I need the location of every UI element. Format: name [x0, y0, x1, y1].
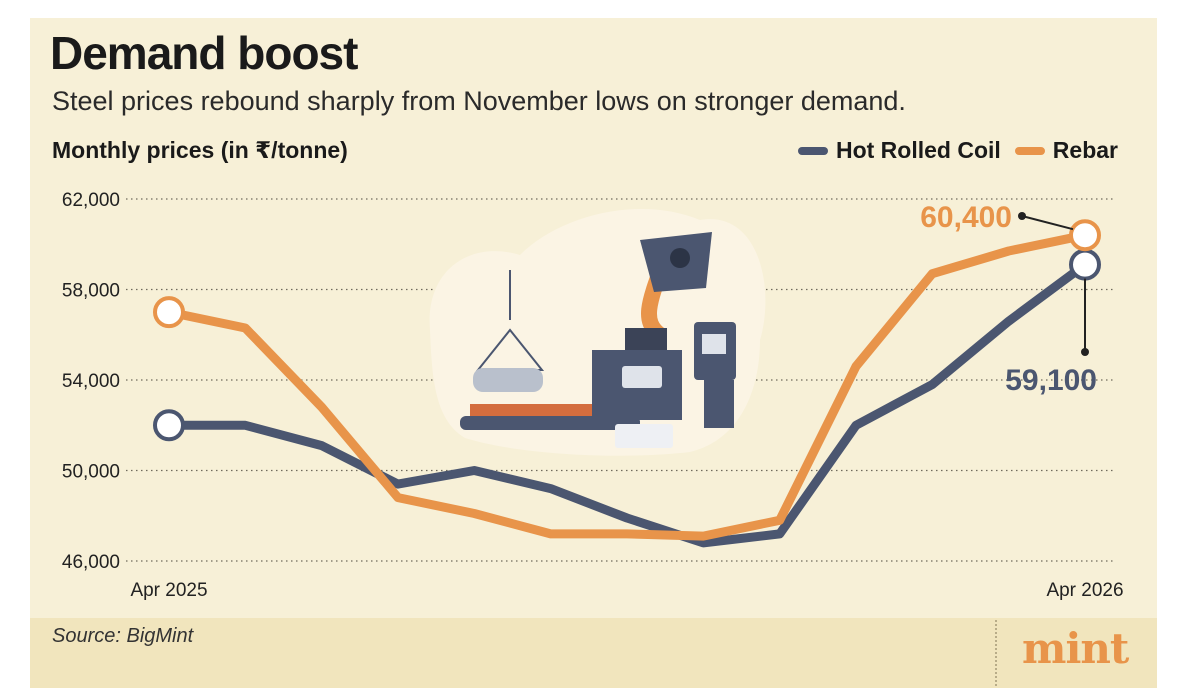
legend: Hot Rolled Coil Rebar	[797, 137, 1118, 164]
legend-swatch-hot-rolled-coil	[797, 146, 828, 155]
annotation-dot-rebar	[1018, 212, 1026, 220]
annotation-label-hot-rolled-coil: 59,100	[1005, 364, 1097, 397]
data-point-rebar	[1069, 219, 1101, 252]
series-points	[153, 219, 1101, 544]
x-tick-label: Apr 2026	[1046, 580, 1123, 601]
chart-title: Demand boost	[50, 27, 358, 79]
data-point-hot-rolled-coil	[397, 483, 399, 485]
y-axis-units-label: Monthly prices (in ₹/tonne)	[52, 137, 348, 163]
data-point-hot-rolled-coil	[931, 384, 933, 386]
footer-divider	[995, 620, 997, 686]
data-point-hot-rolled-coil	[321, 445, 323, 447]
data-point-rebar	[702, 535, 704, 537]
annotation-dot-hot-rolled-coil	[1081, 348, 1089, 356]
y-tick-label: 54,000	[62, 371, 120, 392]
annotation-leader-rebar	[1021, 215, 1074, 231]
furnace-window	[622, 366, 662, 388]
data-point-rebar	[931, 273, 933, 275]
data-point-hot-rolled-coil	[1069, 248, 1101, 281]
y-tick-label: 50,000	[62, 462, 120, 483]
data-point-rebar	[244, 327, 246, 329]
annotations: 60,400 59,100	[920, 201, 1097, 397]
legend-item-hot-rolled-coil: Hot Rolled Coil	[797, 137, 1001, 164]
data-point-rebar	[397, 497, 399, 499]
data-point-rebar	[153, 296, 185, 329]
control-panel-stand	[704, 380, 734, 428]
data-point-hot-rolled-coil	[626, 517, 628, 519]
data-point-hot-rolled-coil	[1008, 320, 1010, 322]
y-tick-label: 58,000	[62, 281, 120, 302]
y-tick-label: 46,000	[62, 552, 120, 573]
data-point-hot-rolled-coil	[244, 424, 246, 426]
control-panel-screen	[702, 334, 726, 354]
legend-swatch-rebar	[1014, 146, 1045, 155]
data-point-rebar	[550, 533, 552, 535]
steel-pipes	[473, 368, 543, 392]
steel-mill-illustration	[429, 208, 766, 456]
data-point-hot-rolled-coil	[702, 542, 704, 544]
data-point-rebar	[626, 533, 628, 535]
control-keypad	[615, 424, 673, 448]
conveyor-load	[470, 404, 620, 416]
x-tick-label: Apr 2025	[130, 580, 207, 601]
source-note: Source: BigMint	[52, 625, 194, 647]
data-point-hot-rolled-coil	[473, 470, 475, 471]
chart-subtitle: Steel prices rebound sharply from Novemb…	[52, 86, 906, 116]
data-point-hot-rolled-coil	[779, 533, 781, 535]
data-point-rebar	[1008, 250, 1010, 252]
data-point-hot-rolled-coil	[153, 409, 185, 442]
data-point-rebar	[779, 519, 781, 521]
legend-label-rebar: Rebar	[1052, 137, 1118, 163]
ladle-hub	[670, 248, 690, 268]
furnace-top	[625, 328, 667, 350]
data-point-rebar	[855, 365, 857, 367]
legend-label-hot-rolled-coil: Hot Rolled Coil	[835, 137, 1001, 163]
data-point-rebar	[473, 512, 475, 514]
legend-item-rebar: Rebar	[1014, 137, 1118, 164]
annotation-label-rebar: 60,400	[920, 201, 1012, 234]
data-point-rebar	[321, 406, 323, 408]
mint-logo: mint	[1022, 624, 1129, 673]
data-point-hot-rolled-coil	[550, 488, 552, 490]
grid: 46,000 50,000 54,000 58,000 62,000 Apr 2025 Ap…	[62, 190, 1124, 601]
data-point-hot-rolled-coil	[855, 424, 857, 426]
footer-bar	[30, 618, 1157, 688]
y-tick-label: 62,000	[62, 190, 120, 211]
